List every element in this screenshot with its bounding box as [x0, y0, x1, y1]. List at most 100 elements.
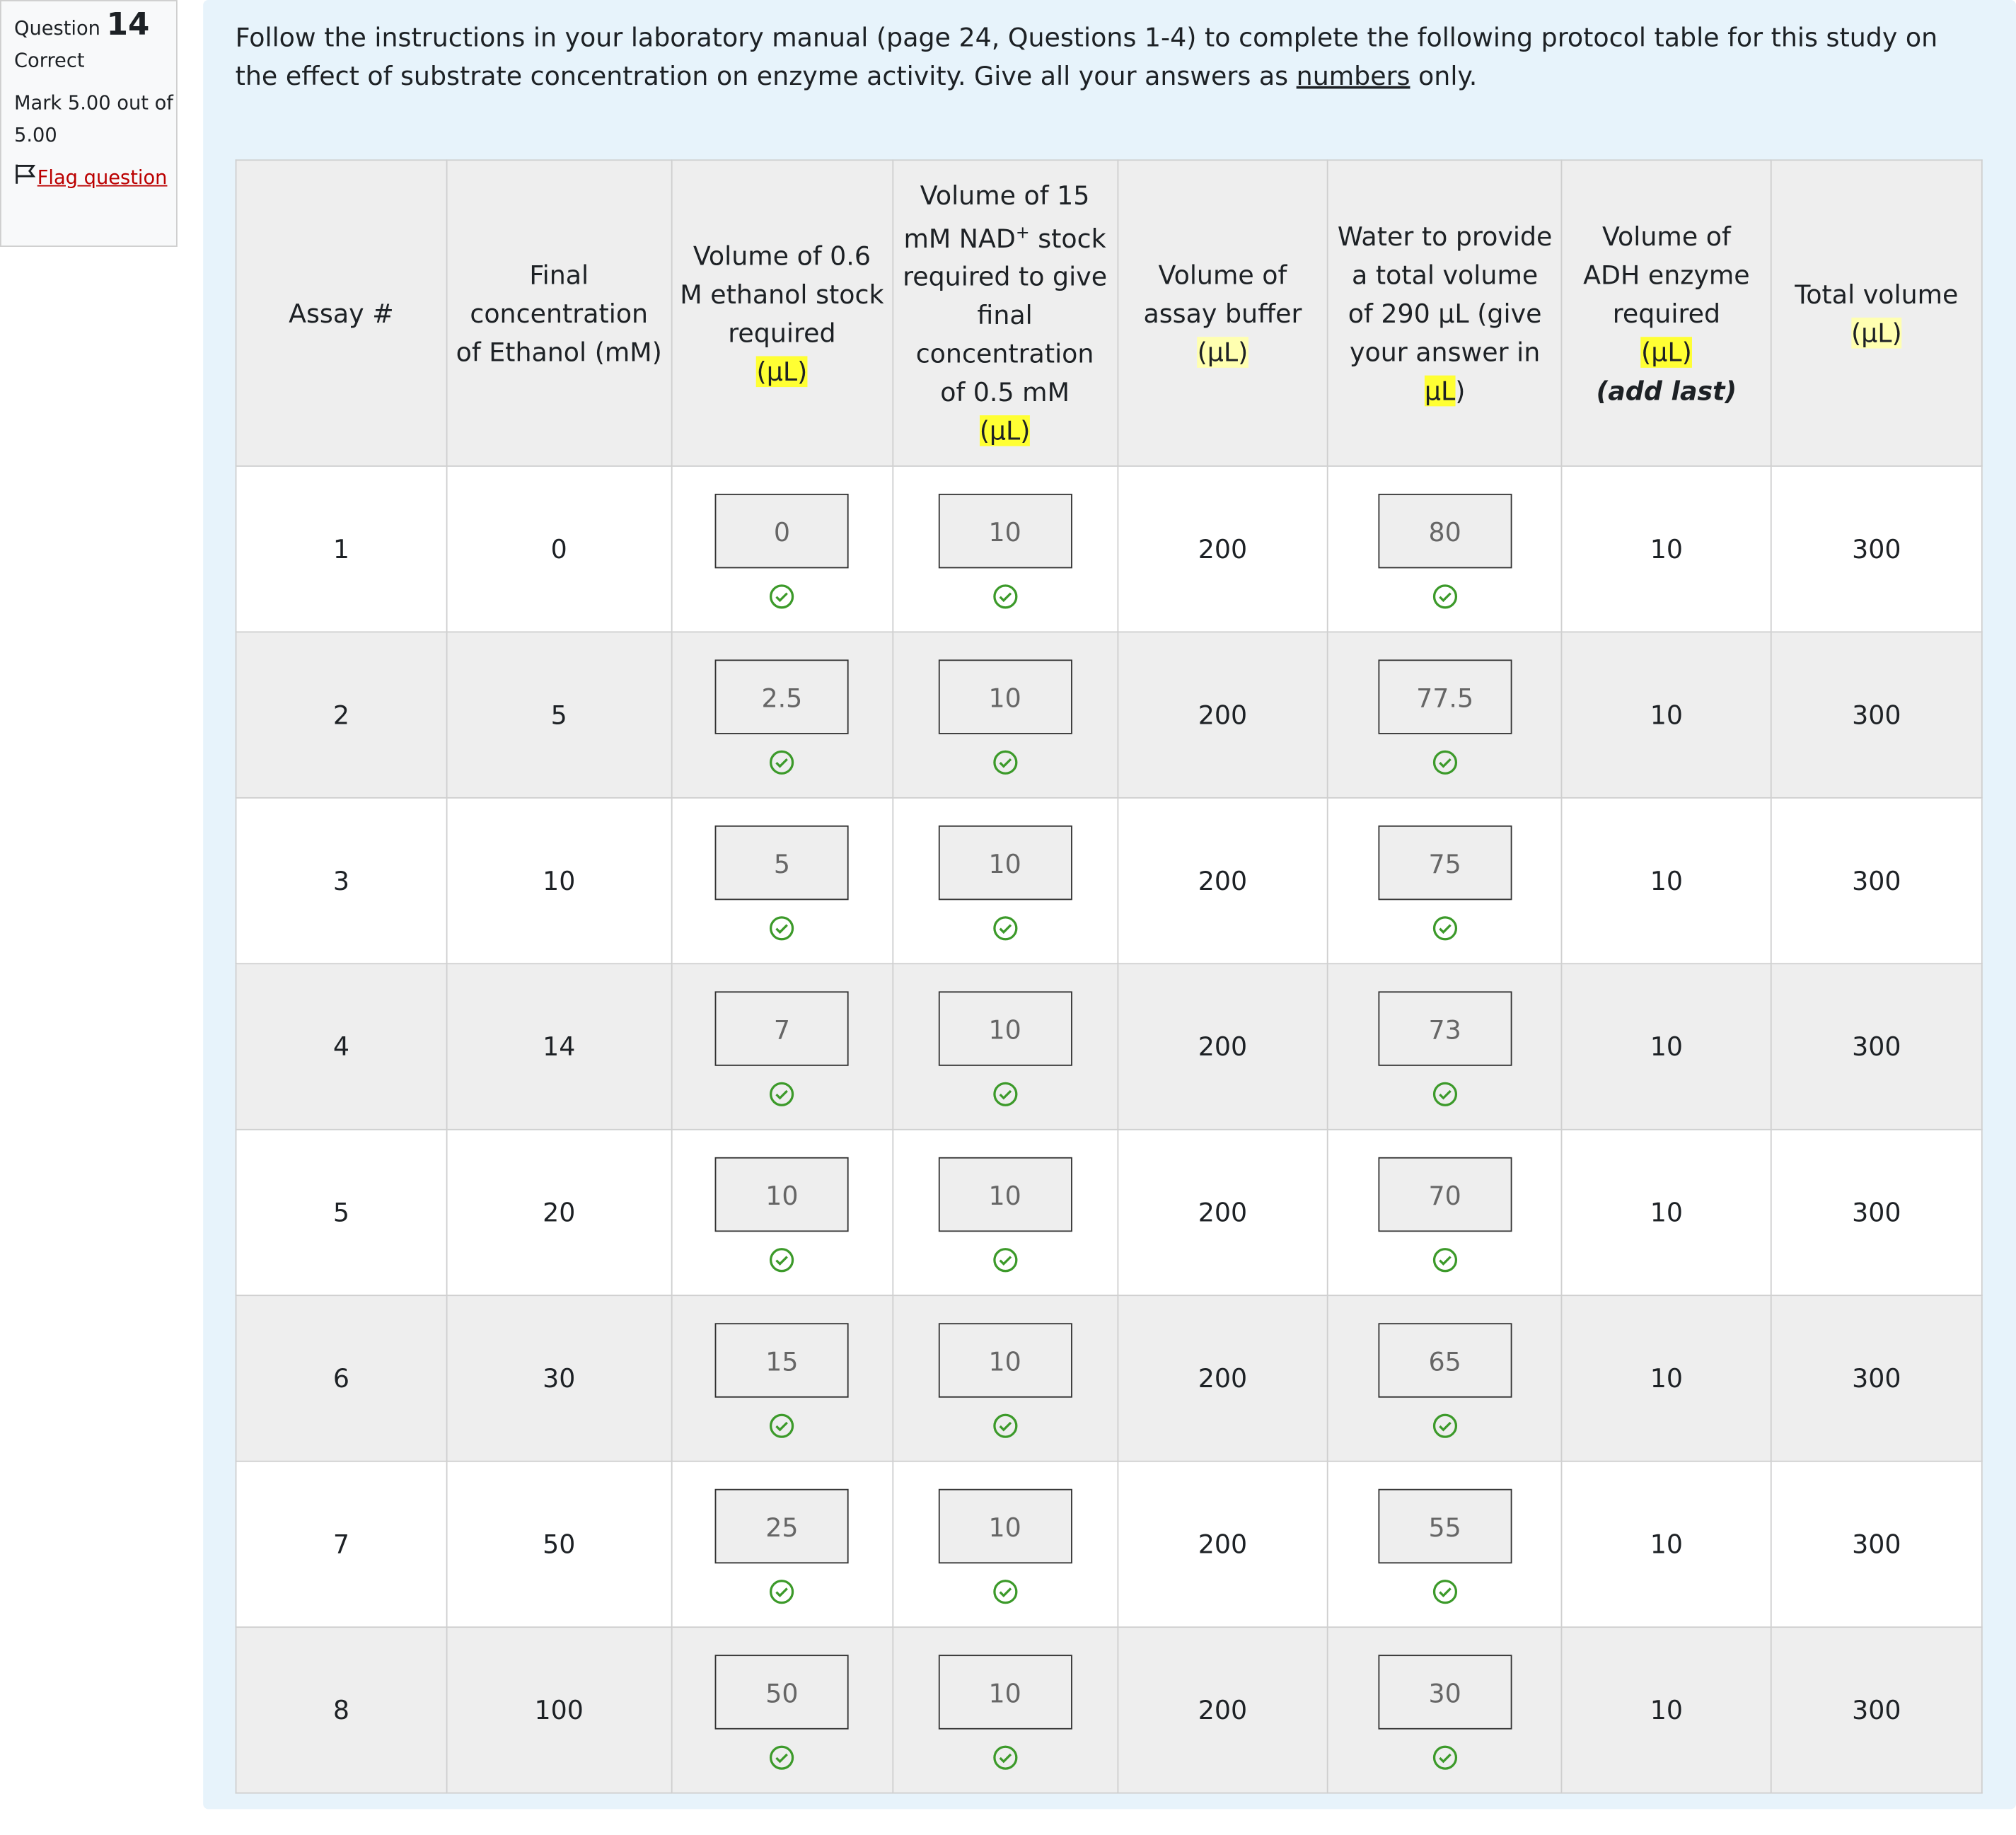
cell-value: 0 — [550, 533, 567, 565]
cell-value: 200 — [1198, 699, 1248, 731]
table-cell: 10 — [1560, 1626, 1772, 1794]
header-text: ) — [1455, 374, 1466, 406]
question-label: Question — [13, 16, 100, 40]
table-cell: 30 — [1327, 1626, 1563, 1794]
header-text: Volume of ADH enzyme required — [1583, 220, 1750, 329]
correct-icon — [770, 750, 794, 775]
cell-value: 10 — [1650, 1694, 1684, 1726]
correct-icon-circle — [770, 1248, 794, 1273]
correct-icon-check — [998, 1587, 1012, 1597]
correct-icon-circle — [1432, 584, 1457, 609]
table-cell: 0 — [671, 465, 893, 633]
table-cell: 100 — [446, 1626, 673, 1794]
cell-value: 300 — [1852, 1197, 1901, 1228]
cell-value: 300 — [1852, 865, 1901, 896]
answer-input[interactable]: 50 — [714, 1655, 849, 1730]
answer-input[interactable]: 5 — [714, 825, 849, 901]
cell-value: 20 — [543, 1197, 576, 1228]
correct-icon-circle — [992, 750, 1017, 775]
answer-input[interactable]: 2.5 — [714, 659, 849, 734]
correct-icon-check — [775, 592, 789, 603]
flag-link[interactable]: Flag question — [37, 166, 168, 190]
cell-value: 200 — [1198, 533, 1248, 565]
answer-input[interactable]: 10 — [938, 493, 1072, 569]
correct-icon — [992, 1248, 1017, 1273]
answer-input[interactable]: 10 — [714, 1157, 849, 1232]
table-cell: 10 — [446, 797, 673, 965]
table-cell: 10 — [1560, 1128, 1772, 1297]
header-text: Final concentration of Ethanol (mM) — [456, 259, 662, 367]
cell-value: 14 — [543, 1031, 576, 1063]
answer-input[interactable]: 30 — [1378, 1655, 1512, 1730]
header-unit: (μL) — [1641, 336, 1692, 367]
correct-icon — [770, 1413, 794, 1438]
answer-input[interactable]: 10 — [938, 1655, 1072, 1730]
correct-icon-circle — [770, 916, 794, 941]
table-cell: 10 — [891, 797, 1118, 965]
answer-input[interactable]: 10 — [938, 1488, 1072, 1564]
table-cell: 10 — [891, 631, 1118, 799]
cell-value: 7 — [332, 1529, 349, 1560]
table-cell: 50 — [671, 1626, 893, 1794]
answer-input[interactable]: 25 — [714, 1488, 849, 1564]
table-row: 7 50 25 10 200 55 10 300 — [235, 1460, 1983, 1628]
answer-input[interactable]: 73 — [1378, 991, 1512, 1066]
question-mark: Mark 5.00 out of 5.00 — [13, 91, 173, 147]
cell-value: 300 — [1852, 1362, 1901, 1394]
header-unit: (μL) — [1197, 336, 1249, 367]
cell-value: 200 — [1198, 1694, 1248, 1726]
answer-input[interactable]: 75 — [1378, 825, 1512, 901]
correct-icon-check — [998, 1256, 1012, 1266]
table-cell: 75 — [1327, 797, 1563, 965]
answer-input[interactable]: 10 — [938, 991, 1072, 1066]
answer-input[interactable]: 65 — [1378, 1323, 1512, 1398]
table-cell: 2 — [235, 631, 448, 799]
answer-input[interactable]: 10 — [938, 659, 1072, 734]
table-row: 1 0 0 10 200 80 10 300 — [235, 465, 1983, 633]
correct-icon-circle — [992, 1413, 1017, 1438]
table-cell: 200 — [1116, 631, 1329, 799]
correct-icon-circle — [992, 1082, 1017, 1106]
correct-icon-circle — [992, 916, 1017, 941]
cell-value: 10 — [543, 865, 576, 896]
answer-input[interactable]: 0 — [714, 493, 849, 569]
answer-input[interactable]: 77.5 — [1378, 659, 1512, 734]
correct-icon — [1432, 916, 1457, 941]
question-number: 14 — [106, 6, 150, 42]
cell-value: 100 — [534, 1694, 584, 1726]
header-text: Water to provide a total volume of 290 μ… — [1337, 220, 1553, 367]
answer-input[interactable]: 10 — [938, 825, 1072, 901]
header-text: Assay # — [289, 297, 394, 329]
correct-icon-circle — [770, 1413, 794, 1438]
answer-input[interactable]: 7 — [714, 991, 849, 1066]
protocol-table: Assay # Final concentration of Ethanol (… — [235, 159, 1983, 1794]
table-cell: 10 — [1560, 631, 1772, 799]
cell-value: 3 — [332, 865, 349, 896]
table-cell: 10 — [1560, 963, 1772, 1130]
answer-input[interactable]: 10 — [938, 1157, 1072, 1232]
table-row: 2 5 2.5 10 200 77.5 10 300 — [235, 631, 1983, 799]
header-cell: Volume of ADH enzyme required (μL) (add la… — [1560, 159, 1772, 467]
cell-value: 4 — [332, 1031, 349, 1063]
header-row: Assay # Final concentration of Ethanol (… — [235, 159, 1983, 467]
question-info: Question 14 Correct Mark 5.00 out of 5.0… — [0, 0, 178, 247]
correct-icon-circle — [992, 1580, 1017, 1604]
answer-input[interactable]: 70 — [1378, 1157, 1512, 1232]
answer-input[interactable]: 15 — [714, 1323, 849, 1398]
correct-icon-circle — [770, 584, 794, 609]
correct-icon — [1432, 1413, 1457, 1438]
answer-input[interactable]: 10 — [938, 1323, 1072, 1398]
cell-value: 200 — [1198, 1031, 1248, 1063]
correct-icon-circle — [1432, 916, 1457, 941]
correct-icon-check — [998, 592, 1012, 603]
answer-input[interactable]: 55 — [1378, 1488, 1512, 1564]
answer-input[interactable]: 80 — [1378, 493, 1512, 569]
correct-icon — [992, 1082, 1017, 1106]
correct-icon-check — [998, 1089, 1012, 1100]
table-cell: 200 — [1116, 1128, 1329, 1297]
table-cell: 8 — [235, 1626, 448, 1794]
correct-icon — [770, 1248, 794, 1273]
table-cell: 1 — [235, 465, 448, 633]
cell-value: 10 — [1650, 699, 1684, 731]
